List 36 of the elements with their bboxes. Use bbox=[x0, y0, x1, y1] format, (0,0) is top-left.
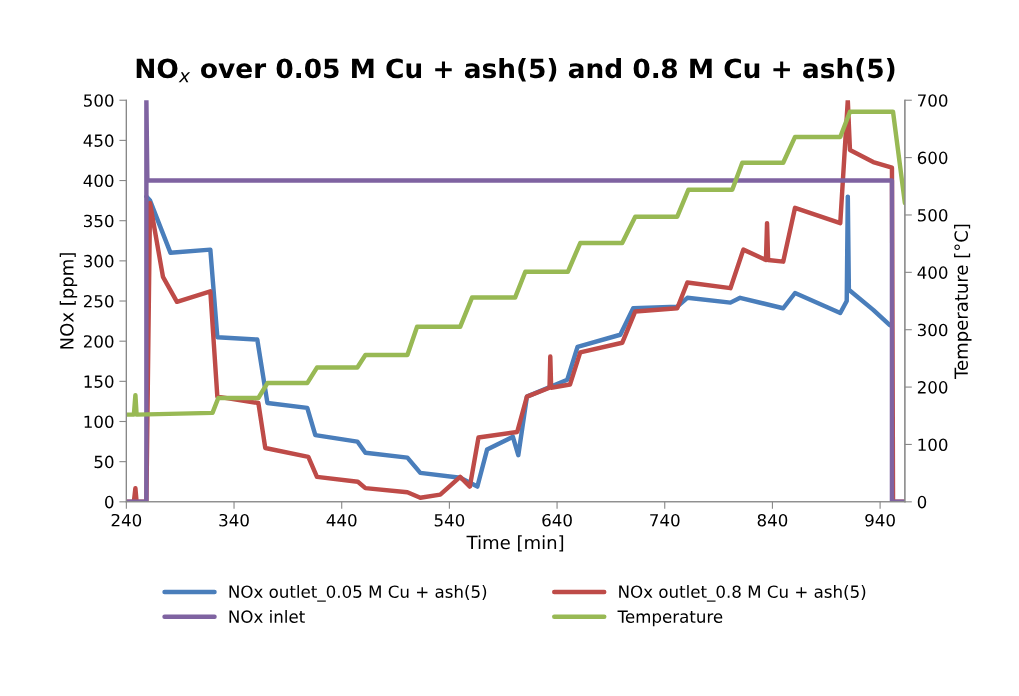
y2-tick-label: 700 bbox=[918, 94, 948, 107]
y-tick-label: 400 bbox=[83, 174, 114, 188]
y2-tick-label: 100 bbox=[918, 438, 948, 452]
y-tick-label: 350 bbox=[84, 214, 114, 228]
legend-label: NOx outlet_0.05 M Cu + ash(5) bbox=[229, 585, 487, 602]
legend-label: NOx outlet_0.8 M Cu + ash(5) bbox=[619, 585, 866, 602]
x-tick-label: 840 bbox=[757, 513, 788, 527]
y-tick-label: 250 bbox=[83, 294, 114, 308]
x-tick-label: 640 bbox=[542, 513, 572, 527]
y-tick-label: 150 bbox=[84, 375, 114, 388]
x-tick-label: 940 bbox=[865, 513, 895, 527]
y2-tick-label: 0 bbox=[917, 495, 927, 509]
y2-tick-label: 600 bbox=[917, 151, 948, 165]
x-tick-label: 740 bbox=[650, 513, 680, 527]
y-tick-label: 300 bbox=[84, 254, 114, 268]
legend-label: Temperature bbox=[617, 610, 723, 627]
y-tick-label: 200 bbox=[83, 335, 114, 348]
x-tick-label: 340 bbox=[219, 513, 249, 527]
x-tick-label: 240 bbox=[111, 513, 142, 527]
x-axis-title: Time [min] bbox=[466, 535, 564, 552]
y2-axis-title: Temperature [°C] bbox=[954, 224, 972, 379]
legend-label: NOx inlet bbox=[229, 610, 305, 623]
y-tick-label: 0 bbox=[105, 495, 114, 509]
y2-tick-label: 300 bbox=[917, 323, 948, 337]
y-tick-label: 450 bbox=[83, 134, 114, 147]
y-tick-label: 100 bbox=[84, 415, 114, 429]
line-series bbox=[126, 109, 905, 417]
x-tick-label: 440 bbox=[326, 513, 357, 527]
y-tick-label: 500 bbox=[84, 94, 114, 107]
y2-tick-label: 400 bbox=[917, 266, 948, 279]
y-tick-label: 50 bbox=[94, 455, 114, 469]
chart-title: NO$_{x}$ over 0.05 M Cu + ash(5) and 0.8 M Cu + ash(5) bbox=[136, 57, 895, 83]
y2-tick-label: 500 bbox=[917, 208, 948, 222]
y2-tick-label: 200 bbox=[917, 381, 948, 394]
x-tick-label: 540 bbox=[434, 513, 465, 527]
y-axis-title: NOx [ppm] bbox=[59, 253, 78, 349]
